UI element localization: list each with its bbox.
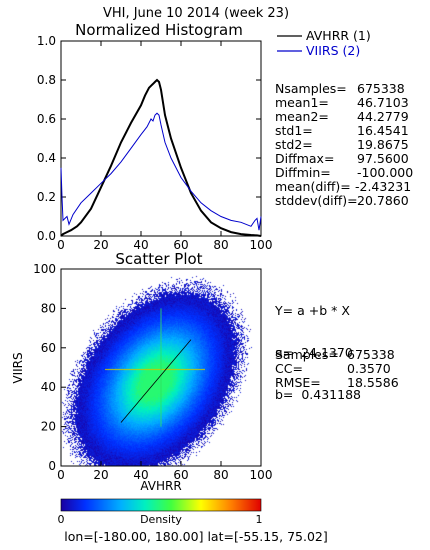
stat-row: std2= 19.8675: [275, 138, 413, 152]
stat-row: Diffmax= 97.5600: [275, 152, 413, 166]
stat-row: Samples= 675338: [275, 348, 399, 362]
footer-coordinates: lon=[-180.00, 180.00] lat=[-55.15, 75.02…: [64, 529, 327, 544]
stat-value: 44.2779: [357, 109, 409, 124]
stat-key: mean2=: [275, 109, 329, 124]
stat-key: std2=: [275, 137, 313, 152]
stat-value: 18.5586: [347, 375, 399, 390]
hist-ytick-label: 0.8: [37, 73, 56, 87]
scatter-panel: Scatter Plot 0 20 40 60 80 100 0 20 40 60 80 100 AV…: [11, 250, 272, 493]
stat-row: mean1= 46.7103: [275, 96, 413, 110]
hist-xtick-label: 80: [213, 238, 228, 252]
hist-ytick-label: 0.2: [37, 190, 56, 204]
page-title: VHI, June 10 2014 (week 23): [103, 6, 289, 21]
legend: AVHRR (1)VIIRS (2): [277, 28, 371, 58]
scatter-xtick-label: 80: [213, 468, 228, 482]
scatter-ytick-label: 60: [41, 341, 56, 355]
scatter-ytick-label: 20: [41, 420, 56, 434]
stat-value: -2.43231: [355, 179, 412, 194]
hist-xtick-label: 60: [173, 238, 188, 252]
hist-ytick-label: 0.6: [37, 112, 56, 126]
scatter-ytick-label: 0: [48, 459, 56, 473]
stat-key: Nsamples=: [275, 81, 347, 96]
stat-row: stddev(diff)=20.7860: [275, 194, 413, 208]
hist-ytick-label: 0.4: [37, 151, 56, 165]
hist-ytick-label: 0.0: [37, 229, 56, 243]
histogram-panel: Normalized Histogram 0 20 40 60 80 100 0.0 0.2 0…: [37, 21, 273, 252]
scatter-xtick-label: 20: [93, 468, 108, 482]
colorbar-min-label: 0: [58, 513, 65, 526]
stat-row: std1= 16.4541: [275, 124, 413, 138]
stat-key: Samples=: [275, 347, 339, 362]
scatter-xtick-label: 100: [250, 468, 273, 482]
scatter-frame: [60, 268, 262, 467]
hist-ytick-label: 1.0: [37, 34, 56, 48]
regression-b: b= 0.431188: [275, 387, 361, 402]
scatter-ytick-label: 100: [33, 262, 56, 276]
hist-xtick-label: 20: [93, 238, 108, 252]
regression-text: Y= a +b * X a= 24.1370 b= 0.431188: [275, 276, 361, 416]
colorbar: 0 Density 1: [58, 498, 263, 526]
hist-xtick-label: 40: [133, 238, 148, 252]
histogram-stats: Nsamples= 675338 mean1= 46.7103 mean2= 44.277…: [275, 82, 413, 208]
stat-key: stddev(diff)=: [275, 193, 358, 208]
stat-row: RMSE= 18.5586: [275, 376, 399, 390]
stat-key: CC=: [275, 361, 303, 376]
stat-row: mean(diff)= -2.43231: [275, 180, 413, 194]
colorbar-gradient: [60, 498, 262, 512]
stat-key: Diffmax=: [275, 151, 335, 166]
stat-key: RMSE=: [275, 375, 321, 390]
hist-xtick-label: 0: [57, 238, 65, 252]
stat-value: 16.4541: [357, 123, 409, 138]
scatter-xlabel: AVHRR: [140, 479, 181, 493]
scatter-xtick-label: 60: [173, 468, 188, 482]
stat-value: 675338: [347, 347, 395, 362]
scatter-stats: Samples= 675338 CC= 0.3570 RMSE= 18.5586: [275, 348, 399, 390]
scatter-xtick-label: 40: [133, 468, 148, 482]
histogram-title: Normalized Histogram: [75, 21, 243, 39]
scatter-ytick-label: 80: [41, 301, 56, 315]
stat-value: 97.5600: [357, 151, 409, 166]
stat-value: 20.7860: [357, 193, 409, 208]
regression-a: a= 24.1370: [275, 345, 353, 360]
colorbar-max-label: 1: [256, 513, 263, 526]
scatter-ytick-label: 40: [41, 380, 56, 394]
stat-value: 46.7103: [357, 95, 409, 110]
regression-line: [120, 339, 192, 423]
stat-value: 675338: [357, 81, 405, 96]
legend-label: VIIRS (2): [306, 43, 360, 58]
stat-value: 0.3570: [347, 361, 391, 376]
stat-row: mean2= 44.2779: [275, 110, 413, 124]
stat-row: Nsamples= 675338: [275, 82, 413, 96]
histogram-frame: [60, 40, 262, 237]
stat-row: CC= 0.3570: [275, 362, 399, 376]
legend-label: AVHRR (1): [306, 28, 371, 43]
colorbar-label: Density: [140, 513, 182, 526]
stat-row: Diffmin= -100.000: [275, 166, 413, 180]
series-line-viirs: [60, 112, 262, 231]
scatter-ylabel: VIIRS: [11, 352, 25, 383]
stat-key: mean1=: [275, 95, 329, 110]
hist-xtick-label: 100: [250, 238, 273, 252]
stat-key: Diffmin=: [275, 165, 331, 180]
stat-key: std1=: [275, 123, 313, 138]
stat-value: 19.8675: [357, 137, 409, 152]
series-line-avhrr: [60, 78, 262, 237]
scatter-title: Scatter Plot: [115, 250, 202, 268]
regression-equation: Y= a +b * X: [275, 303, 350, 318]
stat-value: -100.000: [357, 165, 414, 180]
scatter-xtick-label: 0: [57, 468, 65, 482]
stat-key: mean(diff)=: [275, 179, 351, 194]
